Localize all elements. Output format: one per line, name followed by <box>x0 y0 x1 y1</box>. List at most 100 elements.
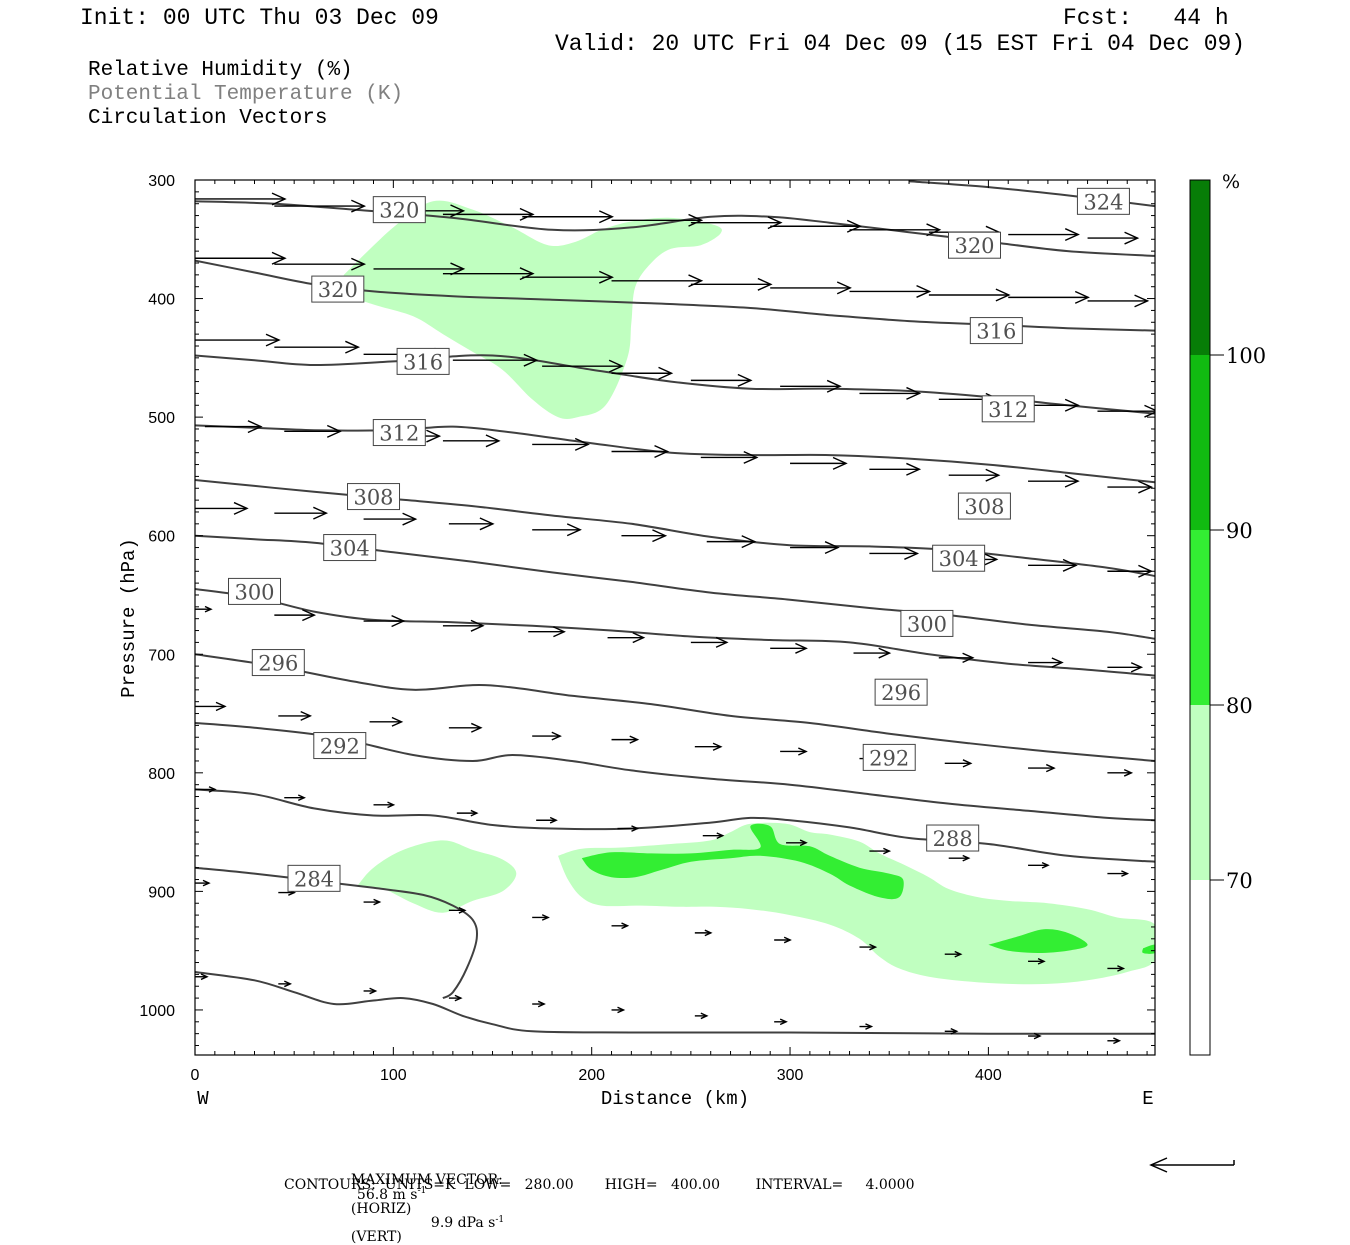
vector-head <box>906 386 922 400</box>
vector-head <box>598 210 614 224</box>
circulation-vector <box>869 462 922 476</box>
circulation-vector <box>607 632 646 644</box>
vector-head <box>1037 957 1046 965</box>
vector-head <box>617 1006 626 1014</box>
vector-head <box>479 517 495 531</box>
theta-label: 320 <box>379 199 419 223</box>
max-vert-unit: (VERT) <box>350 1229 402 1245</box>
vector-head <box>284 980 293 988</box>
circulation-vector <box>528 626 566 638</box>
vector-head <box>950 1027 959 1035</box>
west-label: W <box>197 1088 209 1110</box>
vector-head <box>391 716 404 727</box>
circulation-vector <box>1107 564 1154 578</box>
axes: 300 400 500 600 700 800 900 1000 0 100 200 300 400 <box>139 173 1155 1084</box>
vector-head <box>204 605 213 613</box>
theta-label-box <box>251 649 305 677</box>
circulation-vector <box>536 816 558 824</box>
rh-region <box>558 822 1155 985</box>
rh-region <box>988 929 1088 953</box>
theta-label: 304 <box>330 537 370 561</box>
vector-head <box>631 825 640 832</box>
vector-head <box>779 1018 788 1026</box>
vector-head <box>297 794 306 802</box>
vector-head <box>926 223 942 237</box>
vector-head <box>200 973 209 981</box>
vector-head <box>743 450 759 464</box>
rh-region <box>357 840 517 913</box>
vector-head <box>208 786 217 793</box>
circulation-vector <box>532 1000 546 1008</box>
circulation-vector <box>790 541 840 555</box>
theta-label: 292 <box>869 746 909 770</box>
circulation-vector <box>1028 474 1080 488</box>
legend-vectors: Circulation Vectors <box>88 107 328 130</box>
rh-region <box>581 823 904 900</box>
y-tick-label: 600 <box>148 529 175 546</box>
vector-head <box>1123 768 1134 777</box>
circulation-vector <box>948 468 1001 482</box>
colorbar-tick-label: 80 <box>1226 694 1253 718</box>
vert-exponent: -1 <box>495 1214 505 1225</box>
max-vector-label: MAXIMUM VECTOR: <box>350 1172 503 1188</box>
vector-head <box>757 277 773 291</box>
max-horiz-unit: (HORIZ) <box>350 1200 412 1217</box>
circulation-vector <box>1107 768 1134 777</box>
circulation-vector <box>1107 965 1126 972</box>
theta-contour <box>195 971 1155 1035</box>
theta-label: 316 <box>403 350 443 374</box>
circulation-vector <box>948 854 971 862</box>
plot-frame <box>194 179 1156 1056</box>
theta-label: 320 <box>954 234 994 258</box>
vector-head <box>351 199 367 213</box>
circulation-vector <box>278 980 293 988</box>
vector-head <box>351 257 367 271</box>
circulation-vector <box>1008 290 1090 304</box>
vector-head <box>541 914 550 921</box>
vector-head <box>1134 294 1150 308</box>
theta-label-box <box>969 317 1023 345</box>
x-axis-label: Distance (km) <box>601 1088 749 1110</box>
vector-head <box>1051 657 1064 668</box>
theta-label: 300 <box>234 580 274 604</box>
circulation-vector <box>780 747 808 756</box>
circulation-vector <box>774 1018 788 1026</box>
circulation-vector <box>690 373 753 387</box>
vector-head <box>1138 480 1154 494</box>
theta-label: 296 <box>258 652 298 676</box>
circulation-vector <box>706 535 757 549</box>
circulation-vector <box>621 529 668 543</box>
theta-label: 300 <box>907 612 947 636</box>
vector-head <box>523 353 539 367</box>
reference-vector-arrow <box>1149 1157 1235 1173</box>
vector-head <box>712 742 723 751</box>
circulation-vector <box>363 512 418 526</box>
circulation-vector <box>849 284 932 298</box>
theta-label: 308 <box>964 495 1004 519</box>
vector-head <box>798 747 808 756</box>
y-tick-label: 700 <box>148 647 175 664</box>
circulation-vector <box>611 1006 626 1014</box>
vector-head <box>652 529 668 543</box>
vector-head <box>549 816 558 824</box>
theta-label-box <box>926 824 980 852</box>
vector-head <box>566 523 582 537</box>
x-tick-label: 400 <box>975 1067 1002 1084</box>
theta-contour <box>195 653 1155 762</box>
circulation-vector <box>274 506 329 520</box>
vector-head <box>345 340 361 354</box>
vector-head <box>1045 763 1056 773</box>
circulation-vector <box>611 735 640 744</box>
circulation-vector <box>284 794 306 802</box>
theta-label-box <box>311 275 365 303</box>
vector-head <box>485 434 501 448</box>
circulation-vector <box>770 642 808 654</box>
theta-label-box <box>372 419 426 447</box>
theta-label-box <box>900 609 954 637</box>
vector-head <box>1064 474 1080 488</box>
circulation-vector <box>448 994 463 1002</box>
vector-head <box>629 735 640 744</box>
vector-head <box>916 284 932 298</box>
circulation-vector <box>928 288 1011 302</box>
